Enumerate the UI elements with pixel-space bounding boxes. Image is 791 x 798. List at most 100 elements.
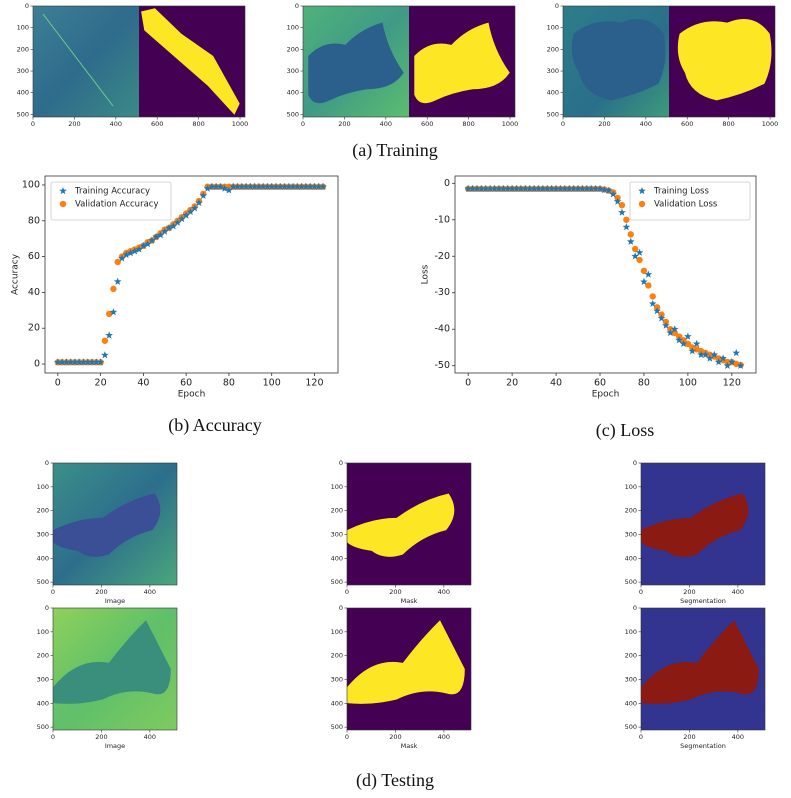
tick-label: 400 [732,733,744,741]
tick-label: 500 [37,723,49,731]
tick-label: 500 [287,110,299,118]
y-axis-label: Loss [421,264,431,284]
tick-label: 100 [37,628,49,636]
tick-label: 200 [547,45,559,53]
x-tick-label: 80 [223,378,235,389]
star-point [259,182,267,190]
x-tick-label: 60 [594,378,606,389]
star-point [583,184,591,192]
axis-label: Mask [401,597,418,605]
star-point [547,184,556,192]
tick-label: 400 [640,120,652,128]
star-point [495,184,503,192]
star-point [728,358,736,366]
region [347,620,465,704]
tick-label: 300 [37,675,49,683]
tick-label: 200 [287,45,299,53]
star-point [319,182,327,190]
region [641,620,759,704]
tick-label: 100 [17,24,29,32]
star-point [464,184,472,192]
star-point [156,231,165,239]
star-point [736,361,745,369]
y-tick-label: 100 [22,179,40,190]
star-point [477,184,486,192]
star-point [706,354,714,362]
star-point [569,184,578,192]
tick-label: 400 [144,733,156,741]
tick-label: 300 [331,530,343,538]
x-tick-label: 40 [137,378,149,389]
region [53,620,171,704]
tick-label: 0 [339,459,343,467]
star-point [675,336,683,344]
tick-label: 200 [95,588,107,596]
y-tick-label: 0 [444,178,450,189]
region [308,22,404,104]
star-point [212,182,220,190]
tick-label: 300 [17,67,29,75]
star-point [190,204,199,212]
star-point [591,184,600,192]
star-point [280,182,289,190]
tick-label: 500 [331,723,343,731]
star-point [58,358,66,366]
legend-label: Validation Accuracy [75,200,158,210]
y-tick-label: -30 [434,287,450,298]
x-axis-label: Epoch [592,390,620,400]
tick-label: 100 [331,483,343,491]
star-point [263,182,272,190]
star-point [75,358,84,366]
tick-label: 0 [639,733,643,741]
tick-label: 400 [547,89,559,97]
circle-point [110,285,117,293]
tick-label: 400 [732,588,744,596]
tick-label: 200 [338,120,350,128]
star-point [272,182,280,190]
image-frame [32,5,246,118]
star-point [169,222,178,230]
star-point [66,358,75,366]
star-point [178,214,186,223]
region [347,493,455,557]
star-point [517,184,525,192]
tick-label: 100 [625,483,637,491]
star-point [92,358,101,366]
y-tick-label: -50 [434,360,450,371]
circle-point [684,340,692,348]
star-point [233,182,242,190]
star-point [152,232,161,241]
tick-label: 0 [295,2,299,10]
tick-label: 400 [625,699,637,707]
star-point [173,218,182,226]
star-point [525,184,534,192]
star-point [714,358,723,366]
star-point [216,182,225,190]
tick-label: 0 [45,604,49,612]
tick-label: 200 [389,733,401,741]
star-point [684,332,692,340]
star-point [62,358,71,366]
tick-label: 400 [37,554,49,562]
tick-label: 200 [331,652,343,660]
star-point [242,182,250,190]
tick-label: 0 [345,588,349,596]
star-point [640,277,648,286]
star-point [199,191,208,199]
star-point [512,184,521,192]
circle-point [631,245,639,253]
star-point [208,182,216,190]
image-frame [562,5,776,118]
star-point [314,182,323,190]
star-point [710,350,719,358]
star-point [481,184,490,192]
x-tick-label: 120 [305,378,323,389]
y-tick-label: 0 [34,359,40,370]
tick-label: 1000 [502,120,519,128]
star-point [148,236,156,244]
tick-label: 300 [287,67,299,75]
circle-point [645,282,652,289]
image-frame [640,462,766,586]
star-point [648,299,657,307]
y-tick-label: 40 [28,287,40,298]
